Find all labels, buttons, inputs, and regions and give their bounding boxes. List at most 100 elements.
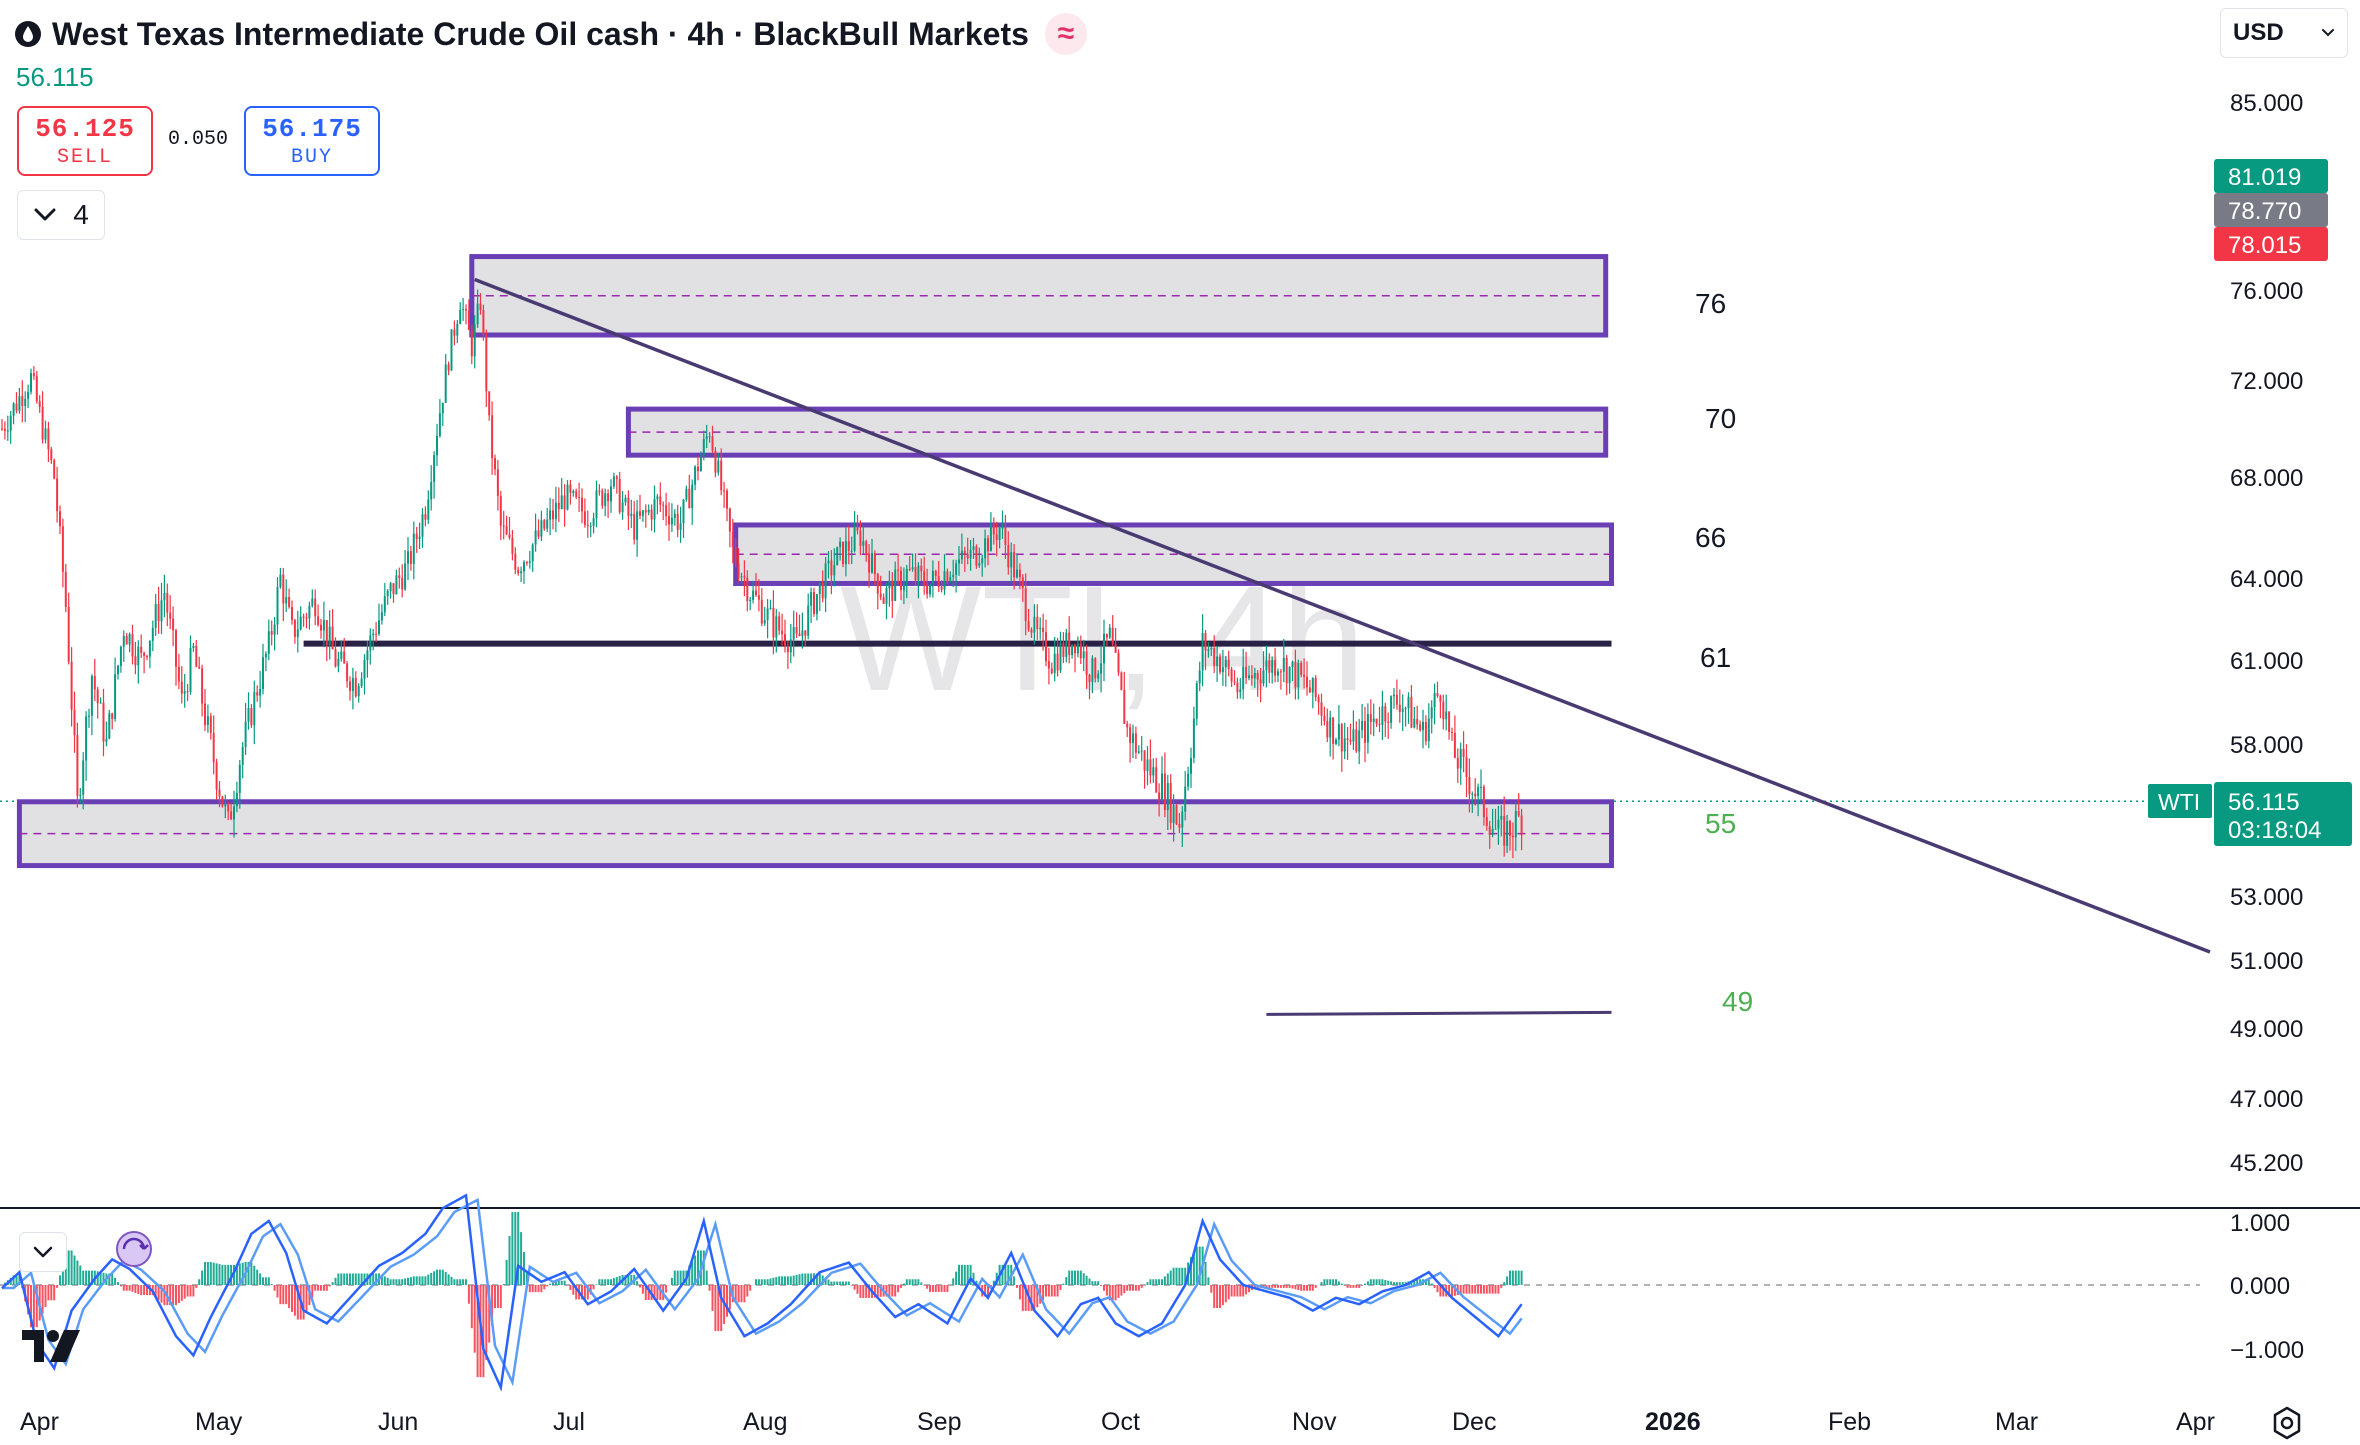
buy-button[interactable]: 56.175 BUY	[244, 106, 380, 176]
osc-histogram-bar	[1018, 1285, 1021, 1300]
candle-body	[662, 504, 665, 506]
candle-body	[447, 364, 450, 371]
osc-histogram-bar	[462, 1279, 465, 1285]
candle-body	[444, 364, 447, 403]
candle-body	[482, 310, 485, 335]
osc-histogram-bar	[569, 1285, 572, 1291]
candle-body	[1485, 817, 1488, 827]
osc-histogram-bar	[233, 1264, 235, 1285]
osc-histogram-bar	[1076, 1270, 1079, 1285]
candle-body	[299, 616, 302, 630]
candle-body	[24, 398, 27, 406]
candle-body	[972, 546, 975, 550]
osc-histogram-bar	[972, 1272, 975, 1285]
candle-body	[1329, 717, 1332, 738]
candle-body	[844, 541, 847, 565]
candle-body	[1471, 793, 1474, 795]
candle-body	[969, 549, 972, 559]
candle-body	[421, 514, 424, 537]
osc-histogram-bar	[279, 1285, 282, 1305]
candle-body	[1221, 667, 1224, 673]
candle-body	[1105, 633, 1108, 638]
osc-histogram-bar	[1297, 1285, 1300, 1291]
candle-body	[1056, 653, 1059, 671]
osc-histogram-bar	[537, 1285, 540, 1293]
osc-histogram-bar	[180, 1285, 183, 1301]
candle-body	[192, 645, 195, 649]
osc-histogram-bar	[1398, 1282, 1401, 1285]
candle-body	[789, 639, 792, 653]
candle-body	[1465, 756, 1468, 778]
level-line-49[interactable]	[1266, 1010, 1612, 1016]
osc-histogram-bar	[1308, 1285, 1311, 1291]
candle-body	[296, 629, 299, 637]
osc-histogram-bar	[32, 1285, 35, 1328]
candle-body	[563, 495, 566, 510]
osc-histogram-bar	[436, 1269, 438, 1285]
osc-histogram-bar	[1401, 1282, 1404, 1285]
candle-body	[1514, 811, 1517, 838]
candle-body	[288, 597, 291, 608]
osc-histogram-bar	[1123, 1285, 1126, 1294]
osc-histogram-bar	[1291, 1285, 1294, 1289]
osc-histogram-bar	[859, 1285, 862, 1298]
candle-body	[15, 403, 18, 411]
candle-body	[1436, 693, 1439, 697]
osc-histogram-bar	[1219, 1285, 1221, 1309]
trendline[interactable]	[474, 277, 2211, 954]
candle-body	[438, 413, 441, 437]
osc-histogram-bar	[1268, 1285, 1271, 1288]
settings-gear-icon[interactable]	[2270, 1406, 2304, 1440]
candle-body	[757, 595, 760, 600]
candle-body	[1184, 786, 1187, 812]
broker-badge-icon[interactable]: ≈	[1044, 13, 1087, 55]
tradingview-logo-icon[interactable]	[20, 1326, 90, 1366]
osc-histogram-bar	[1471, 1285, 1474, 1294]
price-axis-tick: 58.000	[2230, 732, 2303, 759]
candle-body	[708, 436, 711, 438]
osc-histogram-bar	[1271, 1285, 1274, 1288]
osc-histogram-bar	[415, 1276, 418, 1285]
candle-body	[395, 575, 398, 595]
candle-body	[64, 571, 67, 607]
candle-body	[456, 323, 459, 336]
candle-body	[673, 513, 676, 518]
candle-body	[1390, 696, 1393, 723]
candle-body	[1497, 819, 1500, 829]
indicators-toggle-button[interactable]: 4	[17, 190, 105, 240]
candle-body	[839, 541, 842, 548]
time-axis-label: 2026	[1645, 1408, 1701, 1436]
osc-histogram-bar	[270, 1284, 273, 1285]
candle-body	[334, 649, 337, 667]
symbol-title[interactable]: West Texas Intermediate Crude Oil cash ·…	[52, 15, 1029, 52]
candle-body	[366, 650, 369, 661]
candle-body	[1274, 660, 1277, 676]
candle-body	[143, 652, 146, 657]
osc-histogram-bar	[760, 1279, 763, 1285]
candle-body	[1439, 696, 1442, 702]
candle-body	[491, 415, 494, 459]
candle-body	[798, 633, 801, 637]
osc-histogram-bar	[238, 1263, 241, 1285]
currency-select[interactable]: USD	[2220, 8, 2348, 58]
osc-histogram-bar	[1079, 1270, 1082, 1285]
candle-body	[998, 527, 1001, 541]
osc-histogram-bar	[839, 1281, 842, 1285]
osc-histogram-bar	[1500, 1285, 1503, 1288]
osc-histogram-bar	[656, 1285, 659, 1300]
candle-body	[1219, 656, 1221, 673]
candle-body	[581, 497, 583, 512]
osc-histogram-bar	[154, 1285, 157, 1298]
osc-histogram-bar	[531, 1285, 534, 1293]
sell-button[interactable]: 56.125 SELL	[17, 106, 153, 176]
candle-body	[1059, 643, 1062, 671]
osc-histogram-bar	[192, 1285, 195, 1297]
candle-body	[18, 396, 21, 411]
osc-histogram-bar	[325, 1285, 328, 1291]
osc-histogram-bar	[583, 1285, 586, 1300]
osc-histogram-bar	[1181, 1267, 1184, 1285]
zones-layer[interactable]: 76 70 66 61 55 49	[16, 254, 2211, 1017]
oscillator-collapse-button[interactable]	[19, 1232, 67, 1272]
osc-histogram-bar	[1204, 1261, 1207, 1285]
